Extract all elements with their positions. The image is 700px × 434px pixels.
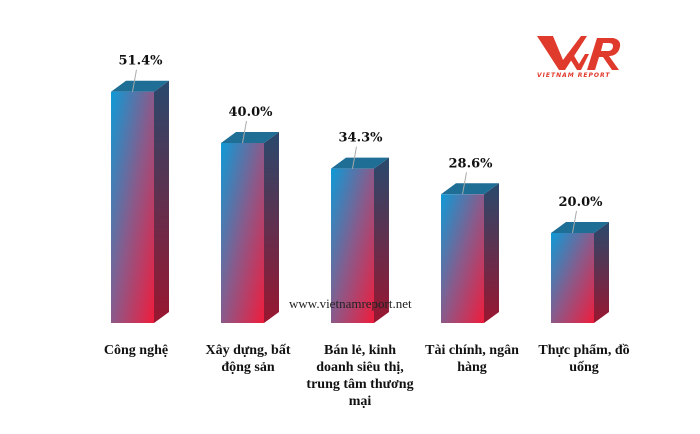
data-label: 20.0%: [558, 195, 603, 210]
watermark: www.vietnamreport.net: [289, 296, 412, 311]
data-label: 51.4%: [118, 54, 163, 69]
bar-top: [221, 132, 279, 143]
vnr-logo: [533, 32, 623, 82]
bar-top: [551, 222, 609, 233]
bar-top: [441, 183, 499, 195]
bar: [221, 143, 264, 323]
bar-top: [111, 80, 169, 92]
bar-side: [594, 222, 609, 323]
bar: [441, 194, 484, 323]
category-label: Tài chính, ngân hàng: [425, 343, 519, 375]
leader-line: [572, 210, 577, 234]
bar-side: [264, 132, 279, 323]
bar: [551, 233, 594, 323]
leader-line: [352, 146, 357, 169]
leader-line: [462, 172, 467, 195]
leader-line: [242, 120, 247, 144]
data-label: 28.6%: [448, 156, 493, 171]
bar-side: [374, 157, 389, 323]
data-label: 40.0%: [228, 105, 273, 120]
leader-line: [132, 69, 137, 92]
bar-side: [154, 80, 169, 323]
category-label: Công nghệ: [103, 343, 169, 358]
category-label: Bán lẻ, kinh doanh siêu thị, trung tâm t…: [306, 343, 414, 409]
bar: [111, 91, 154, 323]
bar: [331, 168, 374, 323]
bar-top: [331, 157, 389, 169]
bar-side: [484, 183, 499, 323]
logo-text: VIETNAM REPORT: [537, 72, 611, 79]
category-label: Xây dựng, bất động sản: [205, 343, 291, 375]
category-label: Thực phẩm, đồ uống: [538, 343, 630, 375]
data-label: 34.3%: [338, 131, 383, 146]
